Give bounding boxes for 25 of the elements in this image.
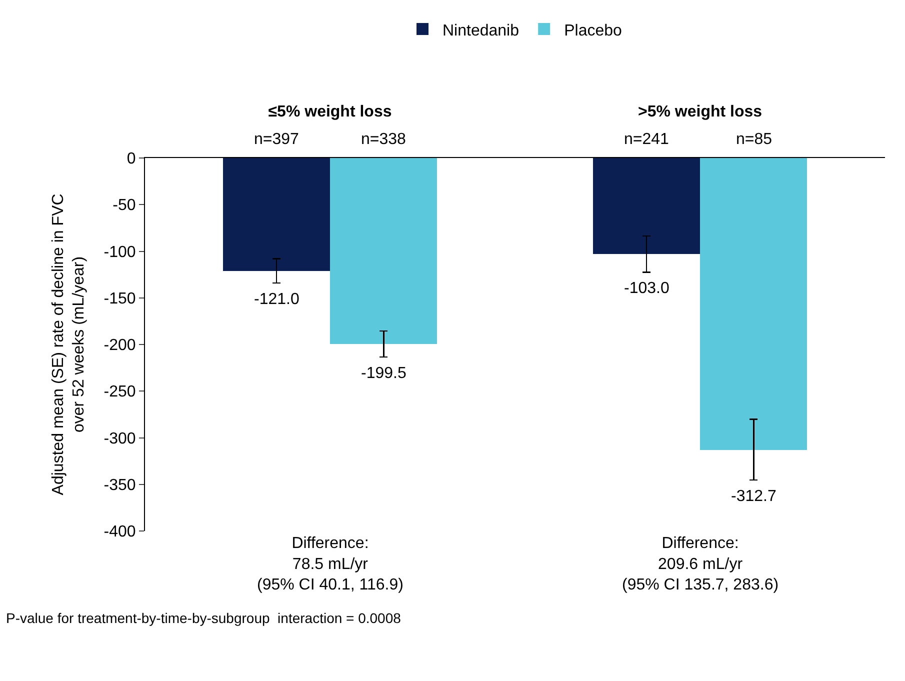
text: Difference: 78.5 mL/yr (95% CI 40.1, 116.9) [257, 535, 404, 594]
legend-label: Nintedanib [442, 22, 520, 40]
y-tick-label: 0 [126, 150, 136, 168]
text: n=338 [361, 131, 406, 148]
data-label: -103.0 [624, 280, 670, 297]
y-tick-label: -250 [104, 384, 136, 401]
y-tick-label: -50 [112, 197, 136, 214]
y-tick-label: -300 [104, 430, 136, 448]
data-label: -121.0 [254, 291, 300, 308]
y-tick-label: -400 [104, 524, 136, 541]
data-label: -199.5 [361, 365, 406, 382]
text: P-value for treatment-by-time-by-subgroup interaction = 0.0008 [6, 610, 402, 626]
text: n=241 [624, 131, 670, 148]
text: Difference: 209.6 mL/yr (95% CI 135.7, 283.6) [622, 535, 779, 594]
x-tick-label: ≤5% weight loss [268, 104, 392, 121]
x-tick-label: >5% weight loss [638, 104, 762, 121]
data-label: -312.7 [731, 488, 776, 505]
y-axis-title: Adjusted mean (SE) rate of decline in FVC over 52 weeks (mL/year) [50, 194, 88, 496]
text: n=85 [736, 131, 772, 148]
y-tick-label: -100 [104, 244, 136, 261]
y-tick-label: -150 [104, 290, 136, 308]
text: n=397 [254, 131, 300, 148]
legend-label: Placebo [564, 22, 622, 40]
y-tick-label: -350 [104, 476, 136, 494]
y-tick-label: -200 [104, 337, 136, 354]
